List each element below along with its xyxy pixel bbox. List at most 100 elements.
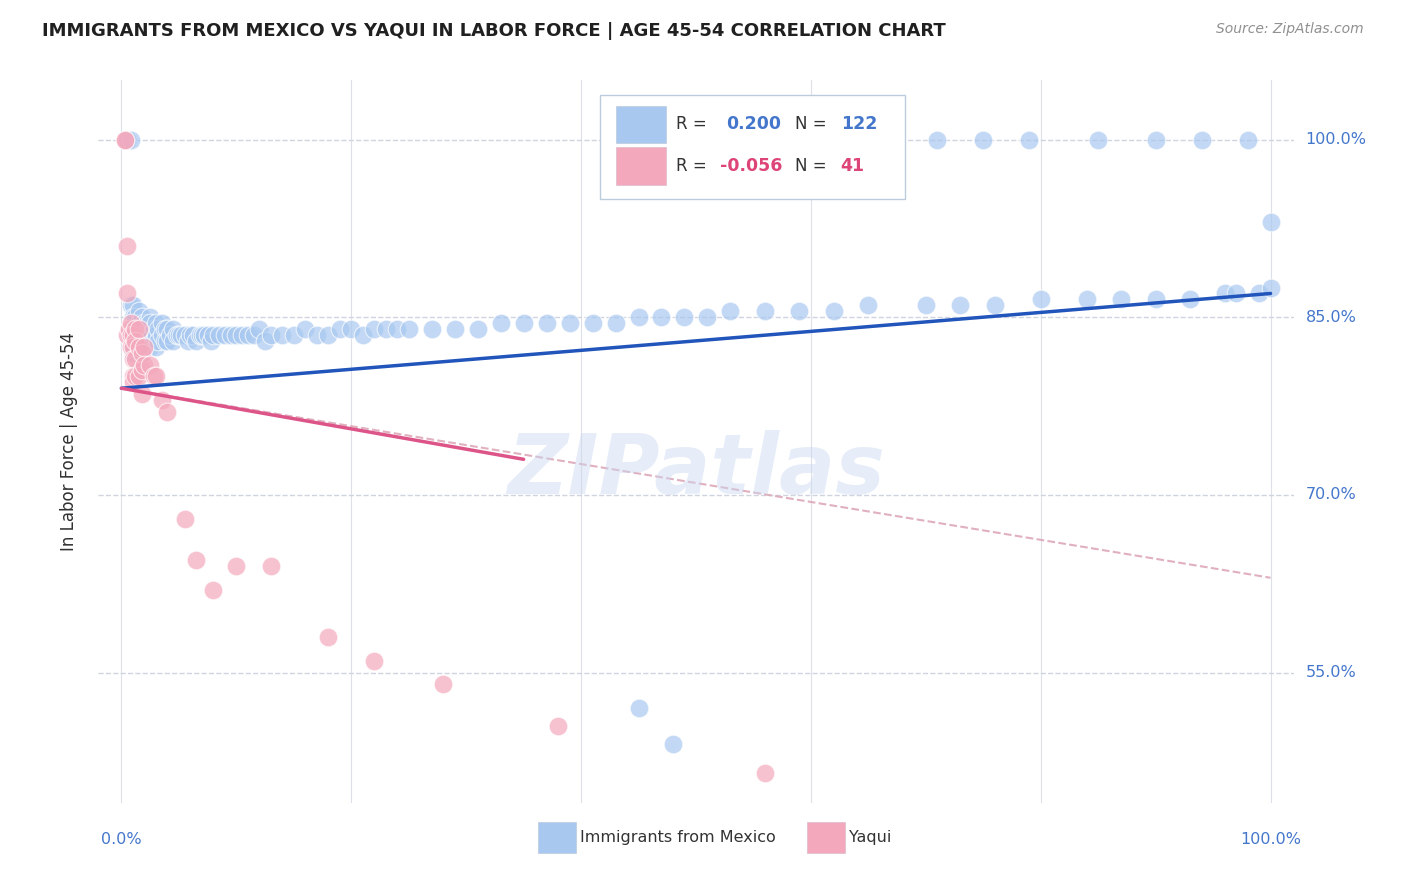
Point [122, 369, 145, 384]
Point [627, 701, 650, 715]
Point [1144, 132, 1167, 146]
Point [122, 327, 145, 342]
Point [605, 316, 627, 330]
Point [231, 327, 253, 342]
Point [1029, 293, 1052, 307]
Point [122, 340, 145, 354]
Point [122, 340, 145, 354]
Point [823, 304, 845, 318]
Point [159, 327, 181, 342]
FancyBboxPatch shape [616, 147, 666, 185]
Point [115, 286, 138, 301]
Text: 0.200: 0.200 [725, 115, 780, 133]
Point [145, 369, 167, 384]
Point [124, 369, 146, 384]
Text: ZIPatlas: ZIPatlas [508, 430, 884, 511]
Point [558, 316, 581, 330]
Point [115, 327, 138, 342]
Point [260, 558, 283, 573]
Point [1225, 286, 1247, 301]
Point [139, 316, 162, 330]
Point [150, 393, 173, 408]
Point [162, 322, 184, 336]
Point [114, 132, 136, 146]
Point [789, 304, 811, 318]
Point [179, 327, 201, 342]
Point [131, 322, 153, 336]
Point [467, 322, 489, 336]
Point [254, 334, 277, 348]
Point [148, 322, 170, 336]
Point [124, 322, 146, 336]
Point [1191, 132, 1213, 146]
Point [1260, 215, 1282, 229]
Point [139, 358, 162, 372]
Point [191, 327, 214, 342]
FancyBboxPatch shape [807, 822, 845, 854]
Point [1236, 132, 1258, 146]
Point [162, 334, 184, 348]
Text: Source: ZipAtlas.com: Source: ZipAtlas.com [1216, 22, 1364, 37]
Point [131, 310, 153, 325]
Point [754, 304, 776, 318]
Text: 100.0%: 100.0% [1306, 132, 1367, 147]
Point [145, 340, 167, 354]
Point [193, 327, 215, 342]
Point [128, 322, 150, 336]
Point [208, 327, 231, 342]
Point [177, 334, 200, 348]
Point [122, 351, 145, 366]
Point [156, 334, 179, 348]
Point [305, 327, 328, 342]
FancyBboxPatch shape [538, 822, 576, 854]
Point [363, 654, 385, 668]
Point [145, 316, 167, 330]
Point [122, 322, 145, 336]
Point [219, 327, 242, 342]
Point [173, 327, 195, 342]
Point [536, 316, 558, 330]
Point [329, 322, 352, 336]
Point [153, 334, 176, 348]
Point [627, 310, 650, 325]
Y-axis label: In Labor Force | Age 45-54: In Labor Force | Age 45-54 [59, 332, 77, 551]
Point [153, 322, 176, 336]
Point [122, 298, 145, 312]
Point [720, 304, 742, 318]
Point [150, 327, 173, 342]
Point [139, 327, 162, 342]
Point [156, 322, 179, 336]
Point [173, 511, 195, 525]
Point [124, 334, 146, 348]
Point [181, 327, 204, 342]
Point [374, 322, 396, 336]
Point [124, 310, 146, 325]
Point [184, 553, 207, 567]
Text: 85.0%: 85.0% [1306, 310, 1357, 325]
Point [128, 316, 150, 330]
Text: 122: 122 [841, 115, 877, 133]
Point [927, 132, 949, 146]
FancyBboxPatch shape [616, 105, 666, 143]
Point [142, 369, 165, 384]
Point [122, 345, 145, 359]
Point [134, 358, 156, 372]
Text: -0.056: -0.056 [720, 157, 782, 175]
Point [184, 334, 207, 348]
Point [131, 387, 153, 401]
Point [242, 327, 264, 342]
Point [202, 327, 225, 342]
Point [166, 327, 188, 342]
Point [115, 239, 138, 253]
Point [197, 327, 219, 342]
Point [122, 310, 145, 325]
Point [754, 766, 776, 780]
Point [120, 327, 142, 342]
Point [1018, 132, 1040, 146]
Point [214, 327, 236, 342]
Point [1076, 293, 1098, 307]
Point [135, 327, 157, 342]
Text: R =: R = [676, 115, 706, 133]
Point [156, 405, 179, 419]
Point [128, 340, 150, 354]
